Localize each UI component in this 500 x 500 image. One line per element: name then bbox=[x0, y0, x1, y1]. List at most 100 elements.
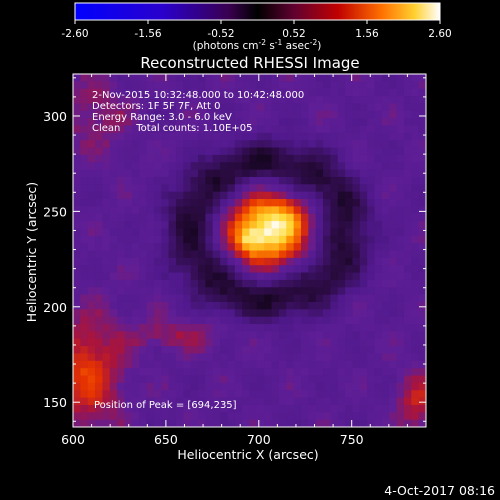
heatmap-cell bbox=[403, 265, 412, 273]
heatmap-cell bbox=[256, 265, 265, 273]
heatmap-cell bbox=[183, 213, 192, 222]
heatmap-cell bbox=[87, 316, 96, 325]
heatmap-cell bbox=[359, 309, 368, 318]
heatmap-cell bbox=[131, 125, 140, 134]
heatmap-cell bbox=[352, 169, 361, 178]
heatmap-cell bbox=[212, 228, 221, 237]
heatmap-cell bbox=[278, 191, 287, 200]
heatmap-cell bbox=[352, 360, 361, 369]
heatmap-cell bbox=[139, 110, 147, 119]
heatmap-cell bbox=[271, 206, 280, 215]
heatmap-cell bbox=[308, 338, 317, 347]
heatmap-cell bbox=[227, 301, 236, 310]
heatmap-cell bbox=[80, 375, 89, 384]
heatmap-cell bbox=[249, 235, 258, 244]
heatmap-cell bbox=[256, 162, 265, 171]
heatmap-cell bbox=[323, 360, 331, 369]
heatmap-cell bbox=[102, 338, 111, 347]
heatmap-cell bbox=[205, 301, 214, 310]
heatmap-cell bbox=[117, 397, 125, 406]
heatmap-cell bbox=[124, 360, 133, 369]
heatmap-cell bbox=[95, 390, 103, 398]
heatmap-cell bbox=[190, 390, 199, 398]
heatmap-cell bbox=[124, 74, 133, 82]
heatmap-cell bbox=[271, 404, 280, 413]
heatmap-cell bbox=[175, 118, 184, 126]
heatmap-cell bbox=[293, 191, 302, 200]
heatmap-cell bbox=[161, 88, 170, 97]
heatmap-cell bbox=[323, 125, 331, 134]
heatmap-cell bbox=[315, 213, 324, 222]
heatmap-cell bbox=[300, 316, 309, 325]
heatmap-cell bbox=[124, 272, 133, 281]
heatmap-cell bbox=[234, 309, 243, 318]
heatmap-cell bbox=[264, 125, 272, 134]
heatmap-cell bbox=[175, 199, 184, 207]
heatmap-cell bbox=[264, 118, 272, 126]
heatmap-cell bbox=[205, 118, 214, 126]
heatmap-cell bbox=[352, 279, 361, 288]
heatmap-cell bbox=[146, 360, 155, 369]
heatmap-cell bbox=[359, 81, 368, 90]
heatmap-cell bbox=[389, 279, 397, 288]
heatmap-cell bbox=[242, 88, 250, 97]
heatmap-cell bbox=[220, 184, 228, 193]
heatmap-cell bbox=[278, 103, 287, 112]
heatmap-cell bbox=[227, 324, 236, 332]
heatmap-cell bbox=[153, 309, 162, 318]
heatmap-cell bbox=[389, 81, 397, 90]
heatmap-cell bbox=[146, 191, 155, 200]
heatmap-cell bbox=[87, 228, 96, 237]
heatmap-cell bbox=[168, 338, 177, 347]
heatmap-cell bbox=[153, 287, 162, 296]
heatmap-cell bbox=[212, 96, 221, 104]
heatmap-cell bbox=[330, 125, 339, 134]
heatmap-cell bbox=[308, 191, 317, 200]
heatmap-cell bbox=[278, 397, 287, 406]
heatmap-cell bbox=[190, 250, 199, 259]
heatmap-cell bbox=[359, 265, 368, 273]
heatmap-cell bbox=[337, 74, 346, 82]
heatmap-cell bbox=[102, 390, 111, 398]
heatmap-cell bbox=[249, 324, 258, 332]
heatmap-cell bbox=[256, 243, 265, 251]
heatmap-cell bbox=[315, 110, 324, 119]
heatmap-cell bbox=[323, 110, 331, 119]
heatmap-cell bbox=[337, 338, 346, 347]
heatmap-cell bbox=[190, 176, 199, 185]
heatmap-cell bbox=[389, 74, 397, 82]
heatmap-cell bbox=[95, 250, 103, 259]
heatmap-cell bbox=[271, 162, 280, 171]
heatmap-cell bbox=[102, 184, 111, 193]
heatmap-cell bbox=[271, 235, 280, 244]
heatmap-cell bbox=[337, 184, 346, 193]
heatmap-cell bbox=[367, 132, 375, 141]
heatmap-cell bbox=[168, 419, 177, 427]
heatmap-cell bbox=[198, 118, 206, 126]
heatmap-cell bbox=[109, 176, 118, 185]
heatmap-cell bbox=[411, 404, 420, 413]
heatmap-cell bbox=[161, 221, 170, 229]
heatmap-cell bbox=[411, 213, 420, 222]
heatmap-cell bbox=[323, 206, 331, 215]
heatmap-cell bbox=[403, 287, 412, 296]
heatmap-cell bbox=[124, 118, 133, 126]
heatmap-cell bbox=[381, 294, 390, 303]
heatmap-cell bbox=[367, 257, 375, 266]
heatmap-cell bbox=[168, 221, 177, 229]
heatmap-cell bbox=[102, 176, 111, 185]
heatmap-cell bbox=[131, 132, 140, 141]
heatmap-cell bbox=[249, 162, 258, 171]
heatmap-cell bbox=[227, 162, 236, 171]
heatmap-cell bbox=[242, 191, 250, 200]
heatmap-cell bbox=[139, 419, 147, 427]
heatmap-cell bbox=[153, 74, 162, 82]
heatmap-cell bbox=[183, 162, 192, 171]
heatmap-cell bbox=[403, 404, 412, 413]
heatmap-cell bbox=[212, 206, 221, 215]
heatmap-cell bbox=[131, 316, 140, 325]
heatmap-cell bbox=[146, 316, 155, 325]
heatmap-cell bbox=[220, 265, 228, 273]
heatmap-cell bbox=[293, 140, 302, 148]
colorbar-tick-label: 1.56 bbox=[355, 28, 379, 40]
